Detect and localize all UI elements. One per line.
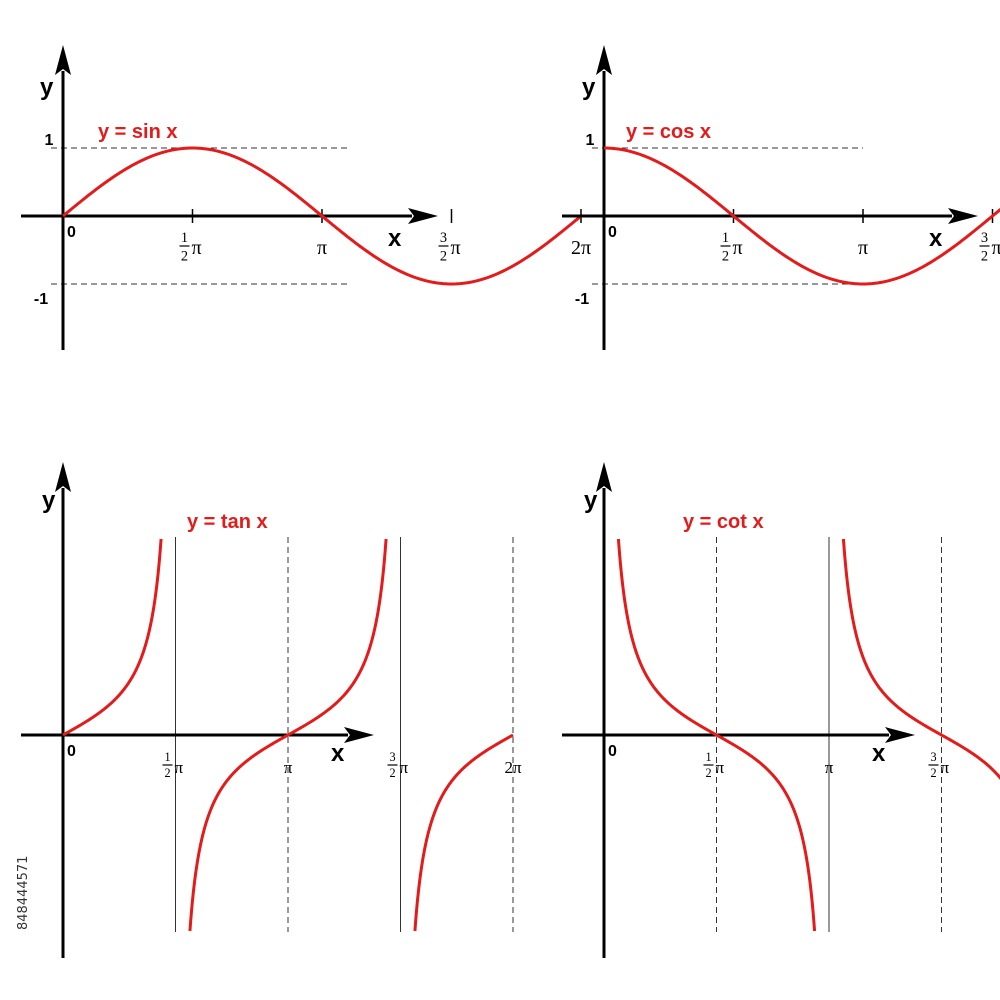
tick-numerator: 1: [181, 230, 188, 246]
y-axis-label: y: [582, 74, 596, 101]
x-tick-label: π: [317, 237, 327, 259]
tick-denominator: 2: [981, 248, 988, 264]
tick-value: π: [284, 758, 293, 777]
y-axis-label: y: [40, 74, 54, 101]
tick-numerator: 3: [981, 230, 988, 246]
y-tick-label: 1: [45, 132, 54, 149]
stock-id-label: 848444571: [16, 856, 31, 930]
tick-numerator: 1: [705, 750, 711, 764]
origin-label: 0: [67, 743, 76, 760]
x-axis-label: x: [929, 225, 943, 252]
x-tick-label: 3 2 π: [979, 230, 1000, 264]
origin-label: 0: [67, 224, 76, 241]
chart-title: y = cot x: [683, 511, 764, 533]
x-axis-arrow-icon: [885, 727, 915, 743]
y-axis-arrow-icon: [596, 462, 612, 492]
tick-denominator: 2: [164, 766, 170, 780]
x-tick-label: 1 2 π: [179, 230, 202, 264]
x-tick-label: π: [284, 758, 293, 777]
tick-pi: π: [400, 758, 409, 777]
x-tick-label: 2π: [571, 237, 591, 259]
tick-value: π: [825, 758, 834, 777]
y-axis-arrow-icon: [55, 462, 71, 492]
tick-denominator: 2: [181, 248, 188, 264]
series-line: [413, 733, 514, 932]
x-axis-label: x: [388, 225, 402, 252]
series-line: [62, 538, 163, 737]
tick-numerator: 1: [164, 750, 170, 764]
tick-value: 2π: [504, 758, 522, 777]
series-line: [616, 538, 817, 932]
tick-denominator: 2: [705, 766, 711, 780]
x-tick-label: 1 2 π: [720, 230, 743, 264]
tick-denominator: 2: [722, 248, 729, 264]
tick-pi: π: [716, 758, 725, 777]
series-line: [188, 538, 388, 932]
x-tick-label: π: [825, 758, 834, 777]
x-tick-label: 2π: [504, 758, 522, 777]
x-tick-label: 3 2 π: [928, 750, 950, 780]
origin-label: 0: [608, 224, 617, 241]
tick-denominator: 2: [930, 766, 936, 780]
tick-numerator: 3: [389, 750, 395, 764]
series-line: [62, 146, 582, 286]
y-tick-label: 1: [586, 132, 595, 149]
y-axis-arrow-icon: [596, 45, 612, 75]
x-axis-arrow-icon: [408, 208, 438, 224]
tick-numerator: 3: [440, 230, 447, 246]
x-axis-arrow-icon: [344, 727, 374, 743]
tick-numerator: 3: [930, 750, 936, 764]
tick-pi: π: [451, 237, 461, 259]
x-tick-label: 3 2 π: [387, 750, 409, 780]
x-tick-label: 3 2 π: [438, 230, 461, 264]
chart-title: y = cos x: [626, 121, 711, 143]
x-tick-label: π: [858, 237, 868, 259]
y-axis-label: y: [584, 487, 598, 514]
tick-value: 2π: [571, 237, 591, 259]
series-line: [603, 146, 1000, 286]
tick-value: π: [858, 237, 868, 259]
y-axis-arrow-icon: [55, 45, 71, 75]
tick-denominator: 2: [389, 766, 395, 780]
tick-pi: π: [992, 237, 1000, 259]
x-axis-label: x: [331, 740, 345, 767]
chart-title: y = sin x: [98, 121, 178, 143]
tick-pi: π: [192, 237, 202, 259]
tick-numerator: 1: [722, 230, 729, 246]
series-line: [841, 538, 1000, 780]
y-axis-label: y: [42, 487, 56, 514]
y-tick-label: -1: [34, 291, 48, 308]
tick-pi: π: [175, 758, 184, 777]
tick-denominator: 2: [440, 248, 447, 264]
tick-value: π: [317, 237, 327, 259]
origin-label: 0: [608, 743, 617, 760]
x-axis-label: x: [872, 740, 886, 767]
chart-title: y = tan x: [187, 511, 268, 533]
tick-pi: π: [733, 237, 743, 259]
y-tick-label: -1: [575, 291, 589, 308]
tick-pi: π: [941, 758, 950, 777]
x-tick-label: 1 2 π: [703, 750, 725, 780]
x-tick-label: 1 2 π: [162, 750, 184, 780]
x-axis-arrow-icon: [948, 208, 978, 224]
